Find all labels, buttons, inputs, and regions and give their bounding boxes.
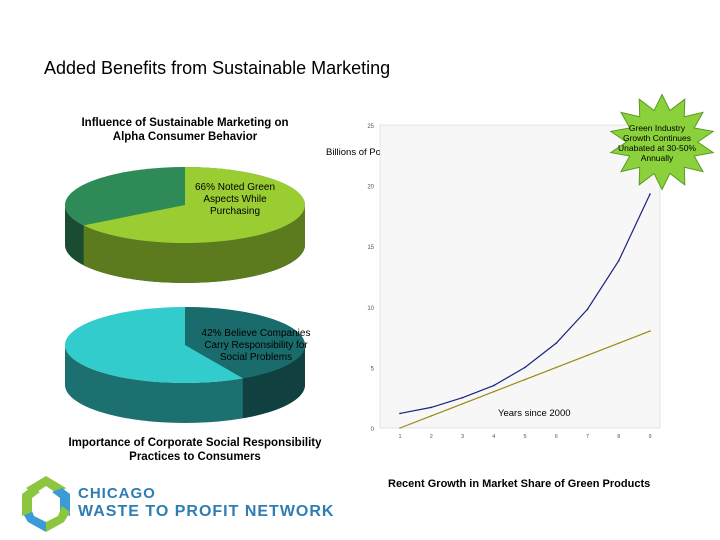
series-point-2 (492, 390, 495, 393)
pie-chart-caption: Importance of Corporate Social Responsib… (68, 437, 322, 463)
x-tick-label: 8 (617, 434, 620, 440)
line-chart-series (399, 193, 651, 429)
x-tick-label: 7 (586, 434, 589, 440)
starburst-annotation: Green Industry Growth Continues Unabated… (618, 123, 696, 163)
x-tick-label: 4 (492, 434, 495, 440)
line-chart-svg: 0 5 10 15 20 25 1 2 3 4 5 6 7 8 9 (367, 124, 661, 440)
series-point-1 (430, 406, 433, 409)
pie-chart-title: Influence of Sustainable Marketing on Al… (81, 117, 289, 143)
line-chart-xlabel: Years since 2000 (498, 408, 571, 419)
y-tick-label: 0 (371, 427, 375, 433)
pie-slice-highlight (83, 167, 305, 243)
y-tick-label: 5 (371, 366, 375, 372)
y-tick-label: 10 (367, 306, 374, 312)
pie-label-42: 42% Believe Companies Carry Responsibili… (201, 328, 311, 363)
series-point-2 (617, 342, 620, 344)
x-tick-label: 2 (430, 434, 433, 440)
line-chart-axes: 0 5 10 15 20 25 1 2 3 4 5 6 7 8 9 (367, 124, 661, 440)
x-tick-label: 1 (398, 434, 401, 440)
logo-text-chicago: CHICAGO (78, 485, 156, 502)
starburst-icon (609, 93, 715, 191)
series-point-1 (617, 259, 620, 262)
series-point-2 (461, 402, 464, 405)
x-tick-label: 9 (648, 434, 651, 440)
pie-slice-highlight-side (83, 205, 305, 283)
slide-title: Added Benefits from Sustainable Marketin… (44, 58, 391, 78)
x-tick-label: 3 (461, 434, 464, 440)
y-tick-label: 25 (367, 124, 374, 130)
series-point-2 (649, 330, 651, 332)
series-point-2 (524, 378, 526, 381)
pie-label-66: 66% Noted Green Aspects While Purchasing (194, 182, 276, 217)
x-tick-label: 6 (555, 434, 558, 440)
series-point-2 (586, 354, 589, 357)
series-point-1 (649, 193, 651, 195)
y-tick-label: 20 (367, 185, 374, 191)
series-point-1 (555, 342, 558, 344)
series-point-2 (555, 366, 558, 369)
line-chart-caption: Recent Growth in Market Share of Green P… (388, 478, 651, 490)
pie-chart-csr (65, 307, 305, 423)
pie-slice-highlight-side (242, 345, 305, 419)
pie-charts-svg (65, 167, 305, 423)
x-tick-label: 5 (523, 434, 526, 440)
series-point-2 (430, 415, 433, 417)
pie-chart-alpha-consumer (65, 167, 305, 283)
logo-text-network: WASTE TO PROFIT NETWORK (78, 503, 335, 520)
y-tick-label: 15 (367, 245, 374, 251)
series-point-2 (399, 427, 401, 429)
series-point-1 (524, 366, 526, 369)
series-point-1 (586, 308, 589, 311)
series-point-1 (461, 396, 464, 399)
recycle-logo-icon (22, 476, 70, 532)
series-point-1 (492, 384, 495, 387)
pie-slice-highlight (185, 307, 305, 379)
series-point-1 (399, 412, 401, 415)
plot-area (379, 124, 661, 429)
